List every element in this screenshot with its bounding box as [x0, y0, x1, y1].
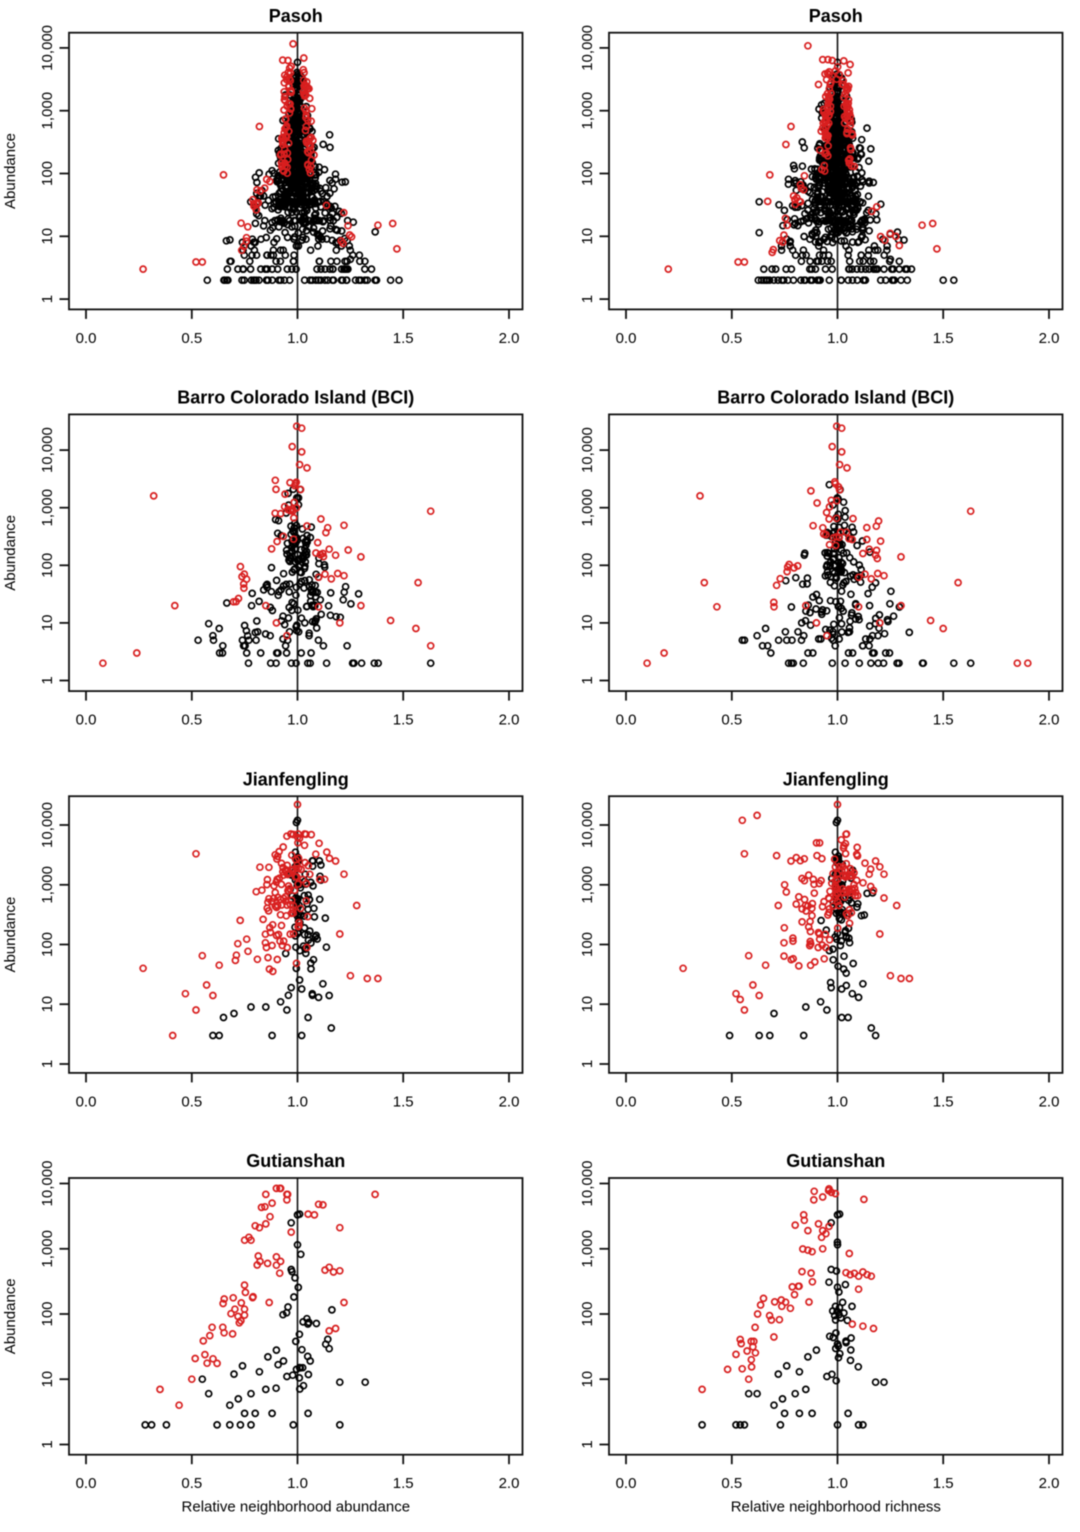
svg-text:1,000: 1,000	[39, 866, 56, 904]
svg-text:0.5: 0.5	[721, 1475, 742, 1492]
svg-text:10: 10	[39, 1371, 56, 1388]
svg-text:0.5: 0.5	[721, 712, 742, 729]
svg-text:1.0: 1.0	[287, 712, 308, 729]
svg-text:Abundance: Abundance	[2, 133, 19, 209]
svg-text:2.0: 2.0	[1039, 1093, 1060, 1110]
svg-text:10: 10	[579, 996, 596, 1013]
svg-text:10: 10	[39, 996, 56, 1013]
svg-text:2.0: 2.0	[499, 1093, 520, 1110]
svg-text:1.0: 1.0	[827, 1475, 848, 1492]
svg-text:1.5: 1.5	[393, 1475, 414, 1492]
svg-text:0.0: 0.0	[76, 330, 97, 347]
svg-text:100: 100	[579, 1301, 596, 1326]
svg-text:10: 10	[579, 1371, 596, 1388]
svg-text:Pasoh: Pasoh	[269, 6, 323, 26]
svg-text:1,000: 1,000	[579, 489, 596, 527]
svg-text:1: 1	[579, 295, 596, 303]
svg-text:1.0: 1.0	[287, 1093, 308, 1110]
svg-text:1,000: 1,000	[39, 489, 56, 527]
svg-text:2.0: 2.0	[1039, 330, 1060, 347]
svg-text:2.0: 2.0	[499, 330, 520, 347]
svg-text:100: 100	[579, 932, 596, 957]
svg-text:Barro Colorado Island (BCI): Barro Colorado Island (BCI)	[717, 388, 954, 408]
svg-text:1.0: 1.0	[287, 1475, 308, 1492]
svg-text:1: 1	[39, 676, 56, 684]
svg-text:10,000: 10,000	[579, 1161, 596, 1207]
svg-text:10: 10	[39, 615, 56, 632]
svg-text:0.0: 0.0	[616, 712, 637, 729]
svg-text:Jianfengling: Jianfengling	[243, 769, 349, 789]
svg-text:1.0: 1.0	[827, 712, 848, 729]
svg-text:1: 1	[39, 1440, 56, 1448]
svg-text:Jianfengling: Jianfengling	[783, 769, 889, 789]
svg-text:1: 1	[579, 1440, 596, 1448]
svg-text:Relative neighborhood richness: Relative neighborhood richness	[731, 1499, 941, 1516]
svg-text:1.5: 1.5	[933, 330, 954, 347]
svg-text:1.0: 1.0	[287, 330, 308, 347]
svg-text:1,000: 1,000	[579, 1230, 596, 1268]
svg-text:Relative neighborhood abundanc: Relative neighborhood abundance	[182, 1499, 411, 1516]
svg-text:1,000: 1,000	[39, 92, 56, 130]
svg-text:10,000: 10,000	[39, 1161, 56, 1207]
svg-text:100: 100	[39, 1301, 56, 1326]
svg-text:100: 100	[579, 161, 596, 186]
svg-text:10,000: 10,000	[579, 427, 596, 473]
svg-text:0.0: 0.0	[76, 1475, 97, 1492]
svg-text:Abundance: Abundance	[2, 897, 19, 973]
svg-text:100: 100	[39, 161, 56, 186]
svg-text:100: 100	[39, 553, 56, 578]
svg-text:10: 10	[39, 228, 56, 245]
svg-text:Pasoh: Pasoh	[809, 6, 863, 26]
svg-text:1.0: 1.0	[827, 330, 848, 347]
svg-text:1: 1	[579, 1060, 596, 1068]
svg-text:10: 10	[579, 615, 596, 632]
svg-text:10: 10	[579, 228, 596, 245]
svg-text:10,000: 10,000	[579, 25, 596, 71]
svg-text:0.0: 0.0	[616, 330, 637, 347]
svg-text:0.5: 0.5	[181, 712, 202, 729]
svg-text:1,000: 1,000	[579, 866, 596, 904]
svg-text:0.0: 0.0	[76, 712, 97, 729]
svg-text:100: 100	[39, 932, 56, 957]
svg-text:1: 1	[39, 295, 56, 303]
svg-text:1.5: 1.5	[933, 1093, 954, 1110]
svg-text:1,000: 1,000	[39, 1230, 56, 1268]
svg-text:0.5: 0.5	[181, 1475, 202, 1492]
svg-text:2.0: 2.0	[1039, 1475, 1060, 1492]
svg-text:1.5: 1.5	[393, 330, 414, 347]
svg-text:1: 1	[579, 676, 596, 684]
svg-text:1.5: 1.5	[933, 1475, 954, 1492]
svg-text:1.0: 1.0	[827, 1093, 848, 1110]
svg-text:Abundance: Abundance	[2, 515, 19, 591]
svg-text:2.0: 2.0	[499, 712, 520, 729]
svg-text:100: 100	[579, 553, 596, 578]
svg-text:2.0: 2.0	[1039, 712, 1060, 729]
svg-text:0.0: 0.0	[76, 1093, 97, 1110]
svg-text:0.5: 0.5	[181, 330, 202, 347]
svg-text:10,000: 10,000	[39, 802, 56, 848]
svg-text:1: 1	[39, 1060, 56, 1068]
svg-text:Barro Colorado Island (BCI): Barro Colorado Island (BCI)	[177, 388, 414, 408]
svg-text:10,000: 10,000	[39, 427, 56, 473]
svg-text:10,000: 10,000	[39, 25, 56, 71]
svg-text:Gutianshan: Gutianshan	[246, 1151, 345, 1171]
svg-text:0.5: 0.5	[181, 1093, 202, 1110]
svg-text:1,000: 1,000	[579, 92, 596, 130]
svg-text:Gutianshan: Gutianshan	[786, 1151, 885, 1171]
svg-text:0.5: 0.5	[721, 1093, 742, 1110]
svg-text:0.5: 0.5	[721, 330, 742, 347]
svg-text:1.5: 1.5	[933, 712, 954, 729]
svg-text:1.5: 1.5	[393, 1093, 414, 1110]
svg-text:0.0: 0.0	[616, 1093, 637, 1110]
svg-text:10,000: 10,000	[579, 802, 596, 848]
svg-text:2.0: 2.0	[499, 1475, 520, 1492]
svg-text:Abundance: Abundance	[2, 1278, 19, 1354]
svg-text:1.5: 1.5	[393, 712, 414, 729]
svg-text:0.0: 0.0	[616, 1475, 637, 1492]
